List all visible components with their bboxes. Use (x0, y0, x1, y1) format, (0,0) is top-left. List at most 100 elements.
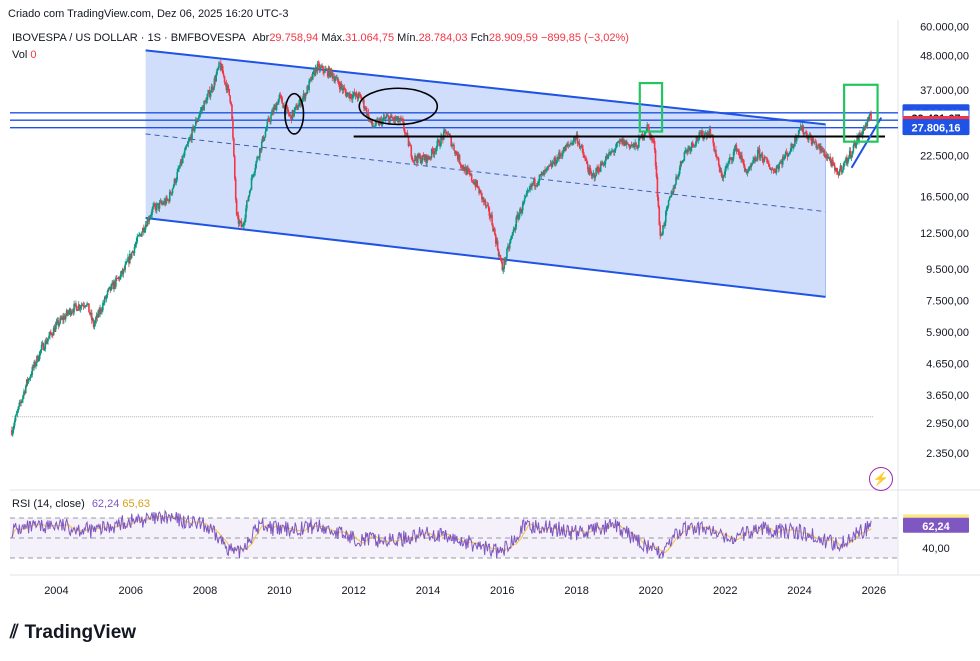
candle-body (814, 141, 817, 143)
candle-body (109, 286, 112, 291)
y-tick-label: 37.000,00 (920, 85, 969, 97)
candle-body (94, 319, 97, 324)
candle-body (628, 144, 631, 148)
candle-body (736, 149, 739, 152)
candle-body (546, 167, 548, 170)
candle-body (334, 79, 336, 82)
candle-body (755, 159, 757, 161)
candle-body (440, 136, 442, 146)
candle-body (165, 197, 167, 205)
candle-body (562, 147, 565, 154)
candle-body (191, 128, 193, 140)
candle-body (83, 305, 86, 307)
candle-body (494, 228, 496, 235)
candle-body (301, 97, 304, 102)
candle-body (688, 147, 690, 149)
candle-body (490, 215, 492, 218)
candle-body (252, 174, 255, 177)
candle-body (396, 116, 399, 120)
candle-body (669, 196, 672, 198)
candle-body (481, 197, 484, 200)
open-value: 29.758,94 (269, 32, 319, 44)
candle-body (514, 227, 517, 231)
candle-body (649, 130, 651, 139)
candle-body (270, 114, 272, 122)
candle-body (459, 163, 462, 166)
candle-body (248, 191, 251, 196)
candle-body (579, 146, 582, 148)
candle-body (208, 90, 211, 97)
candle-body (333, 76, 335, 82)
candle-body (330, 68, 333, 73)
candle-body (535, 185, 538, 186)
candle-body (36, 355, 38, 364)
candle-body (158, 202, 161, 209)
candle-body (446, 134, 449, 135)
candle-body (608, 151, 610, 154)
candle-body (499, 255, 502, 260)
candle-body (808, 136, 810, 140)
candle-body (100, 308, 102, 312)
candle-body (135, 241, 138, 245)
candle-body (96, 315, 99, 318)
candle-body (568, 144, 570, 146)
candle-body (69, 309, 72, 315)
candle-body (661, 234, 663, 236)
candle-body (682, 160, 685, 162)
candle-body (728, 160, 730, 163)
candle-body (507, 246, 509, 249)
candle-body (845, 157, 847, 162)
candle-body (296, 105, 298, 110)
low-value: 28.784,03 (418, 32, 468, 44)
candle-body (588, 168, 591, 174)
candle-body (423, 156, 426, 160)
candle-body (656, 176, 659, 197)
candle-body (193, 126, 195, 131)
candle-body (383, 117, 386, 119)
candle-body (635, 142, 637, 146)
candle-body (819, 144, 821, 151)
candle-body (759, 154, 762, 158)
candle-body (57, 320, 60, 326)
candle-body (122, 269, 125, 275)
candle-body (539, 174, 542, 176)
candle-body (261, 136, 264, 142)
candle-body (534, 185, 537, 187)
candle-body (398, 120, 400, 123)
candle-body (764, 157, 766, 158)
candle-body (136, 236, 139, 242)
candle-body (151, 209, 153, 215)
candle-body (571, 142, 573, 145)
candle-body (511, 232, 514, 236)
candle-body (567, 144, 570, 146)
ohlc-legend: IBOVESPA / US DOLLAR · 1S · BMFBOVESPA A… (12, 32, 629, 44)
candle-body (852, 145, 855, 152)
candle-body (732, 151, 735, 160)
candle-body (132, 251, 135, 254)
alert-clock-icon[interactable]: ⚡ (869, 467, 893, 491)
candle-body (830, 160, 832, 166)
candle-body (144, 224, 147, 230)
candle-body (622, 139, 624, 145)
candle-body (46, 341, 48, 344)
candle-body (452, 144, 454, 146)
candle-body (529, 185, 531, 190)
candle-body (82, 304, 85, 306)
candle-body (560, 154, 563, 157)
candle-body (618, 140, 621, 143)
candle-body (612, 150, 615, 153)
candle-body (583, 154, 585, 158)
tradingview-logo[interactable]: ⫽ TradingView (10, 622, 136, 644)
candle-body (714, 149, 716, 151)
candle-body (690, 147, 692, 152)
candle-body (790, 143, 792, 152)
candle-body (355, 92, 358, 97)
tradingview-mark-icon: ⫽ (10, 622, 19, 643)
candle-body (182, 155, 185, 157)
candle-body (832, 160, 834, 163)
candle-body (652, 141, 655, 142)
candle-body (686, 150, 688, 153)
candle-body (802, 125, 805, 134)
candle-body (12, 425, 15, 430)
